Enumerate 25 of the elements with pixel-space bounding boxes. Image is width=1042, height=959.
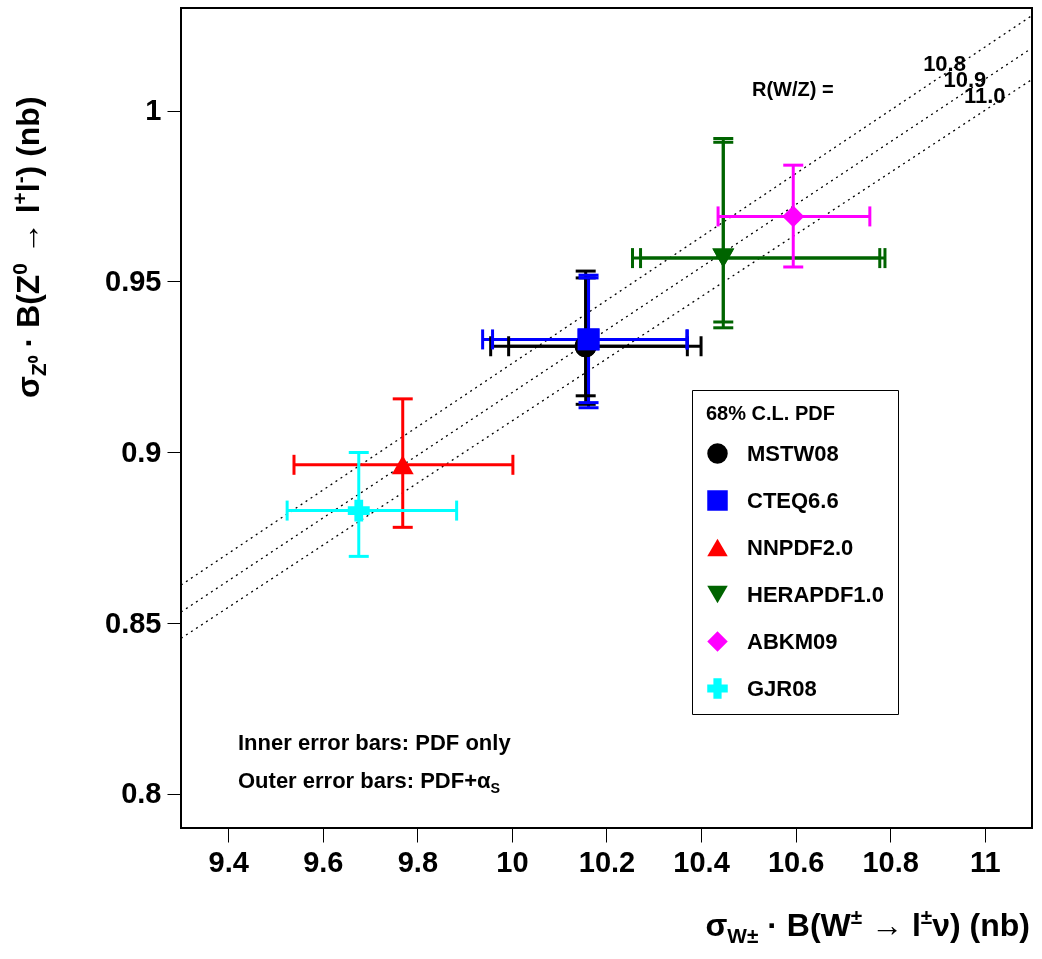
x-tick-label: 10.2	[578, 845, 636, 878]
x-tick-label: 10.4	[673, 845, 730, 878]
legend-label: GJR08	[747, 675, 817, 701]
x-tick-label: 11	[969, 845, 1001, 878]
x-tick-label: 10.8	[862, 845, 919, 878]
y-tick-label: 0.95	[105, 264, 162, 297]
x-tick-label: 10	[496, 845, 529, 878]
y-tick-label: 0.85	[105, 606, 162, 639]
y-tick-label: 0.9	[121, 435, 162, 468]
x-tick-label: 9.8	[397, 845, 439, 878]
y-tick-label: 1	[145, 94, 162, 126]
legend-label: MSTW08	[747, 440, 839, 466]
x-tick-label: 9.6	[303, 845, 344, 878]
legend-label: HERAPDF1.0	[747, 581, 884, 607]
legend-label: CTEQ6.6	[747, 487, 839, 513]
annotation: R(W/Z) =	[752, 78, 834, 101]
x-tick-label: 9.4	[208, 845, 249, 878]
x-tick-label: 10.6	[767, 845, 825, 878]
x-axis-title: σ$_{W±}$ · B(W$^{±}$ → l$^{±}$ν) (nb)	[705, 905, 1030, 949]
y-tick-label: 0.8	[121, 777, 162, 810]
legend-title: 68% C.L. PDF	[706, 402, 835, 424]
legend-label: ABKM09	[747, 628, 838, 654]
legend-label: NNPDF2.0	[747, 534, 854, 560]
annotation: Inner error bars: PDF only	[238, 730, 511, 756]
annotation: Outer error bars: PDF+α$_{S}$	[238, 768, 501, 797]
